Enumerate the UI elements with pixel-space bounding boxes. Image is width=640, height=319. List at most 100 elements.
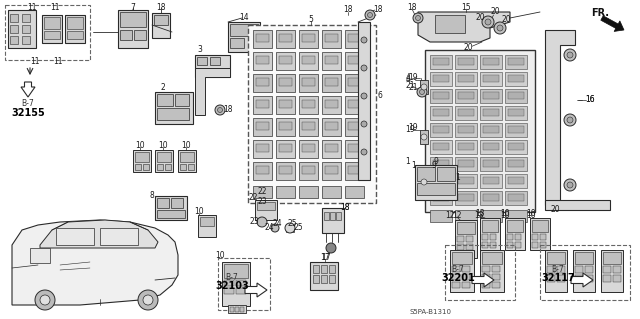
- Bar: [120, 12, 146, 27]
- Bar: [133, 150, 151, 172]
- Bar: [455, 55, 477, 69]
- Bar: [325, 144, 338, 152]
- Bar: [224, 288, 234, 294]
- Bar: [507, 242, 513, 248]
- Bar: [452, 266, 460, 272]
- Bar: [279, 100, 292, 108]
- FancyArrow shape: [571, 273, 593, 287]
- Bar: [157, 164, 163, 170]
- Bar: [336, 212, 341, 220]
- Bar: [255, 200, 277, 220]
- Bar: [417, 167, 435, 181]
- Bar: [425, 50, 535, 212]
- Bar: [480, 210, 502, 222]
- Bar: [279, 56, 292, 64]
- Bar: [253, 30, 272, 48]
- Bar: [348, 78, 361, 86]
- Bar: [482, 282, 490, 288]
- Bar: [279, 34, 292, 42]
- Bar: [433, 143, 449, 150]
- Bar: [322, 30, 341, 48]
- Bar: [256, 144, 269, 152]
- Bar: [10, 36, 18, 44]
- Bar: [322, 118, 341, 136]
- Bar: [458, 75, 474, 82]
- Text: 15: 15: [461, 4, 471, 12]
- Circle shape: [365, 10, 375, 20]
- Bar: [322, 186, 341, 198]
- Bar: [480, 89, 502, 103]
- Bar: [462, 266, 470, 272]
- Bar: [348, 56, 361, 64]
- Bar: [253, 74, 272, 92]
- Bar: [492, 266, 500, 272]
- Text: 10: 10: [194, 207, 204, 217]
- Bar: [175, 94, 189, 106]
- Circle shape: [567, 117, 573, 123]
- Text: B-7: B-7: [552, 265, 564, 275]
- Bar: [155, 150, 173, 172]
- FancyArrow shape: [21, 82, 35, 97]
- Bar: [325, 166, 338, 174]
- Bar: [430, 210, 452, 222]
- Text: 32103: 32103: [215, 281, 249, 291]
- Bar: [482, 266, 490, 272]
- Circle shape: [361, 121, 367, 127]
- Bar: [430, 106, 452, 120]
- Bar: [157, 210, 185, 218]
- Bar: [505, 123, 527, 137]
- Bar: [302, 34, 315, 42]
- Bar: [67, 17, 83, 29]
- Circle shape: [361, 37, 367, 43]
- Bar: [165, 164, 171, 170]
- Bar: [603, 275, 611, 282]
- Circle shape: [564, 179, 576, 191]
- Bar: [508, 143, 524, 150]
- Bar: [457, 222, 475, 234]
- Bar: [276, 74, 295, 92]
- Text: 10: 10: [158, 142, 168, 151]
- Bar: [458, 177, 474, 184]
- Bar: [157, 108, 189, 120]
- Text: 10: 10: [215, 251, 225, 261]
- Bar: [155, 92, 193, 124]
- Text: 20: 20: [550, 205, 560, 214]
- Bar: [8, 10, 36, 48]
- Bar: [322, 52, 341, 70]
- Bar: [180, 164, 186, 170]
- Polygon shape: [545, 200, 610, 210]
- Text: 10: 10: [181, 142, 191, 151]
- Bar: [180, 152, 194, 162]
- Bar: [22, 36, 30, 44]
- Bar: [345, 118, 364, 136]
- Bar: [483, 143, 499, 150]
- Text: 19: 19: [408, 73, 418, 83]
- Bar: [42, 15, 62, 43]
- Bar: [313, 275, 319, 283]
- Bar: [430, 72, 452, 86]
- Bar: [483, 160, 499, 167]
- Bar: [299, 186, 318, 198]
- Bar: [235, 307, 239, 312]
- Text: 18: 18: [340, 204, 349, 212]
- Bar: [480, 55, 502, 69]
- Bar: [322, 96, 341, 114]
- Bar: [322, 208, 344, 233]
- Bar: [450, 250, 474, 292]
- Bar: [547, 275, 555, 282]
- Bar: [458, 126, 474, 133]
- Bar: [195, 55, 230, 77]
- Bar: [325, 56, 338, 64]
- Bar: [236, 288, 246, 294]
- Text: 23: 23: [249, 218, 259, 226]
- Bar: [452, 252, 472, 264]
- Bar: [198, 215, 216, 237]
- Bar: [302, 144, 315, 152]
- Bar: [458, 92, 474, 99]
- Circle shape: [361, 65, 367, 71]
- Bar: [508, 126, 524, 133]
- Bar: [505, 174, 527, 188]
- Bar: [455, 140, 477, 154]
- Bar: [557, 266, 565, 273]
- Bar: [483, 75, 499, 82]
